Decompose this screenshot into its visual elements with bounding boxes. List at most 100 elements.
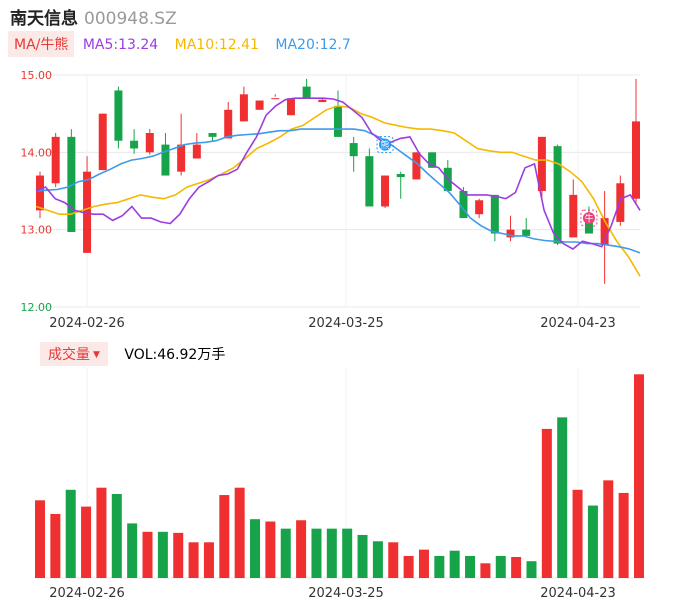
volume-bar: [603, 480, 614, 578]
ma-legend: MA/牛熊 MA5:13.24 MA10:12.41 MA20:12.7: [8, 31, 363, 57]
price-x-label: 2024-04-23: [540, 316, 616, 331]
candle-body: [255, 100, 264, 110]
stock-name: 南天信息: [10, 9, 78, 29]
signal-marker-frame: [580, 209, 598, 227]
volume-bar: [541, 428, 552, 578]
candle-body: [428, 152, 437, 168]
candle-body: [318, 99, 327, 103]
candle-body: [349, 143, 358, 157]
candle-body: [553, 146, 562, 244]
volume-bar: [157, 531, 168, 578]
volume-bar: [372, 541, 383, 578]
candle-body: [381, 175, 390, 207]
volume-bar: [65, 489, 76, 578]
signal-marker-dot: [379, 138, 392, 151]
candle-body: [412, 152, 421, 180]
y-tick-label: 13.00: [21, 224, 53, 237]
volume-selector-label: 成交量: [48, 347, 90, 363]
volume-bar: [50, 513, 61, 578]
volume-bar: [342, 528, 353, 578]
candle-body: [522, 229, 531, 236]
candle-body: [36, 175, 44, 211]
volume-bar: [111, 494, 122, 578]
candle-body: [224, 109, 233, 139]
caret-down-icon: ▼: [93, 350, 100, 360]
candle-body: [475, 200, 484, 215]
price-x-label: 2024-02-26: [49, 316, 125, 331]
candle-body: [239, 94, 248, 122]
volume-bar: [587, 505, 598, 578]
volume-bar: [480, 563, 491, 578]
ma10-line: [35, 105, 641, 277]
signal-marker-label: 牛: [584, 213, 593, 225]
volume-x-label: 2024-04-23: [540, 586, 616, 601]
candle-body: [130, 140, 139, 149]
candle-body: [365, 156, 374, 207]
volume-bar: [234, 487, 245, 578]
volume-bar: [81, 506, 92, 578]
ma20-line: [35, 128, 641, 254]
candle-body: [98, 113, 107, 171]
volume-bar: [142, 531, 153, 578]
candle-body: [271, 98, 280, 100]
volume-bar: [418, 549, 429, 578]
volume-bar: [449, 550, 460, 578]
volume-bar: [403, 555, 414, 578]
volume-x-label: 2024-03-25: [308, 586, 384, 601]
stock-header: 南天信息 000948.SZ: [10, 4, 177, 29]
volume-bar: [127, 523, 138, 578]
candle-body: [616, 183, 625, 222]
price-x-label: 2024-03-25: [308, 316, 384, 331]
volume-bar: [265, 521, 276, 578]
volume-bar: [434, 555, 445, 578]
candle-body: [83, 171, 92, 253]
volume-bar: [311, 528, 322, 578]
volume-bar: [388, 542, 399, 578]
volume-bar: [526, 561, 537, 578]
stock-code: 000948.SZ: [84, 9, 177, 29]
candle-body: [145, 133, 154, 153]
candle-body: [506, 229, 515, 238]
volume-bar: [572, 489, 583, 578]
ma20-value: MA20:12.7: [275, 37, 351, 53]
signal-marker-dot: [582, 212, 595, 225]
volume-bar: [280, 528, 291, 578]
volume-bar: [326, 528, 337, 578]
ma-indicator-selector[interactable]: MA/牛熊: [8, 31, 75, 57]
volume-bar: [35, 500, 45, 578]
volume-value: VOL:46.92万手: [124, 347, 226, 363]
candle-body: [286, 98, 295, 116]
candle-body: [632, 121, 640, 199]
candle-body: [177, 144, 186, 172]
volume-bar: [618, 492, 629, 578]
volume-bar: [296, 520, 307, 578]
ma10-value: MA10:12.41: [174, 37, 259, 53]
signal-marker-frame: [376, 136, 394, 154]
candle-body: [537, 136, 546, 191]
volume-bar: [634, 374, 644, 578]
y-tick-label: 12.00: [21, 301, 53, 314]
candle-body: [459, 191, 468, 219]
volume-x-label: 2024-02-26: [49, 586, 125, 601]
volume-bar: [219, 495, 230, 578]
signal-marker-label: 熊: [381, 139, 390, 151]
candle-body: [192, 144, 201, 159]
candle-body: [161, 144, 170, 176]
candle-body: [51, 136, 60, 184]
candle-body: [396, 173, 405, 178]
candle-body: [490, 194, 499, 234]
ma5-line: [35, 97, 641, 250]
candle-body: [302, 86, 311, 99]
volume-bar: [173, 532, 184, 578]
volume-bar: [465, 555, 476, 578]
volume-bar: [557, 417, 568, 578]
candle-body: [584, 218, 593, 234]
candle-body: [208, 133, 217, 137]
ma5-value: MA5:13.24: [82, 37, 159, 53]
volume-legend: 成交量 ▼ VOL:46.92万手: [40, 342, 225, 366]
volume-bar: [188, 542, 199, 578]
volume-bar: [357, 534, 368, 578]
candle-body: [600, 218, 609, 246]
volume-indicator-selector[interactable]: 成交量 ▼: [40, 342, 108, 366]
